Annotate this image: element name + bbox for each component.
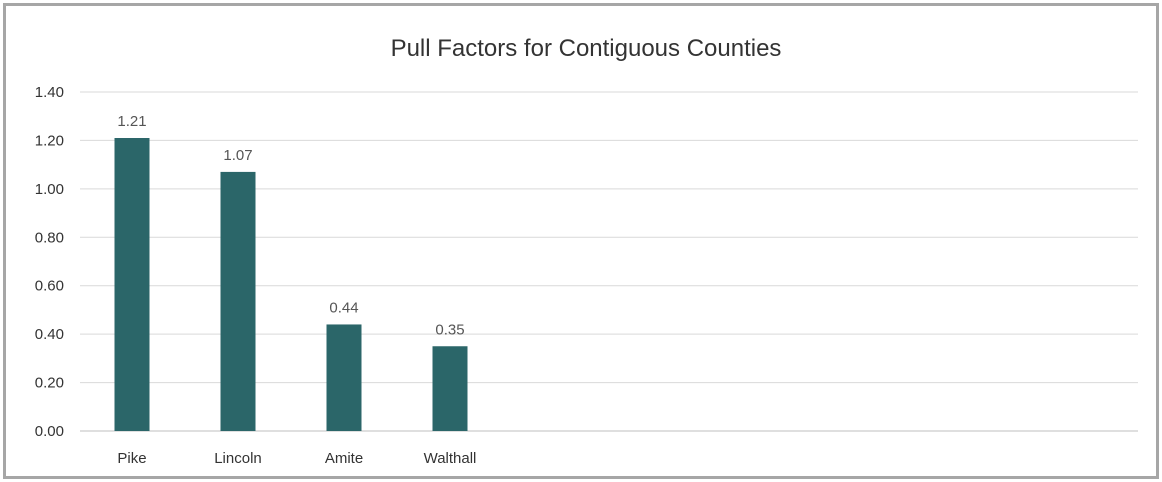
- chart-frame: [3, 3, 1159, 479]
- y-tick-label: 0.20: [35, 375, 64, 392]
- category-label-pike: Pike: [117, 450, 146, 467]
- data-label-amite: 0.44: [329, 299, 358, 316]
- y-tick-label: 0.60: [35, 278, 64, 295]
- data-label-lincoln: 1.07: [223, 147, 252, 164]
- data-labels: 1.21 1.07 0.44 0.35: [117, 113, 464, 338]
- y-tick-label: 0.80: [35, 229, 64, 246]
- bar-lincoln: [220, 171, 256, 431]
- bar-walthall: [432, 346, 468, 431]
- chart-title: Pull Factors for Contiguous Counties: [391, 35, 782, 62]
- category-label-walthall: Walthall: [424, 450, 477, 467]
- bar-pike: [114, 138, 150, 431]
- x-axis-categories: Pike Lincoln Amite Walthall: [117, 450, 476, 467]
- data-label-walthall: 0.35: [435, 321, 464, 338]
- y-tick-label: 1.40: [35, 84, 64, 101]
- y-tick-label: 1.20: [35, 132, 64, 149]
- category-label-amite: Amite: [325, 450, 363, 467]
- y-tick-label: 0.40: [35, 326, 64, 343]
- bar-amite: [326, 324, 362, 431]
- data-label-pike: 1.21: [117, 113, 146, 130]
- y-axis-ticks: 0.00 0.20 0.40 0.60 0.80 1.00 1.20 1.40: [35, 84, 64, 440]
- category-label-lincoln: Lincoln: [214, 450, 262, 467]
- y-tick-label: 1.00: [35, 181, 64, 198]
- gridlines: [80, 91, 1138, 432]
- bars: [114, 138, 468, 431]
- y-tick-label: 0.00: [35, 423, 64, 440]
